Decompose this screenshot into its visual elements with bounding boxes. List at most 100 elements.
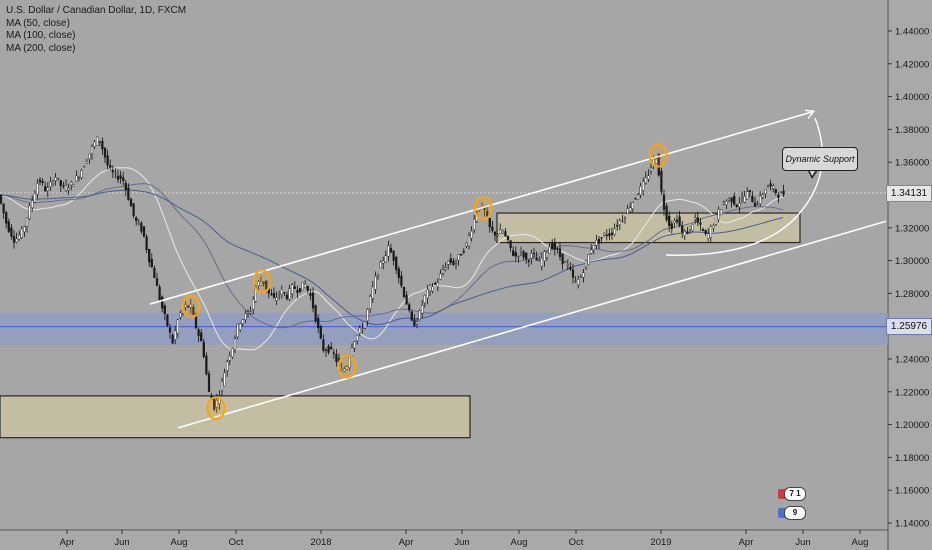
indicator-ma200: MA (200, close): [6, 42, 76, 54]
event-badge-us[interactable]: 9: [784, 506, 806, 520]
candle-body: [584, 260, 588, 268]
candle-body: [764, 189, 767, 194]
pivot-highlight-1: [181, 294, 201, 319]
candle-body: [272, 293, 276, 298]
candle-body: [93, 141, 96, 147]
candle-body: [722, 202, 725, 205]
candle-body: [132, 203, 135, 216]
x-tick-label: Apr: [60, 537, 75, 548]
candle-body: [293, 286, 296, 289]
candle-body: [639, 186, 642, 196]
candle-body: [72, 184, 75, 187]
candle-body: [395, 256, 398, 270]
candle-body: [129, 199, 133, 207]
y-tick-label: 1.24000: [895, 355, 929, 366]
candle-body: [551, 243, 554, 250]
candle-body: [501, 230, 504, 234]
candle-body: [249, 311, 252, 314]
indicator-ma100: MA (100, close): [6, 30, 76, 41]
candle-body: [101, 140, 104, 150]
pivot-highlight-3: [252, 269, 272, 294]
candle-body: [655, 158, 658, 164]
x-tick-label: Jun: [114, 537, 129, 548]
candle-body: [761, 194, 764, 198]
candle-body: [0, 194, 3, 204]
candle-body: [335, 354, 338, 362]
candle-body: [244, 313, 247, 320]
candle-body: [213, 398, 216, 410]
candle-body: [441, 269, 445, 274]
candle-body: [421, 305, 424, 314]
candle-body: [301, 282, 304, 291]
candle-body: [506, 235, 510, 240]
candle-body: [514, 252, 517, 257]
candle-body: [2, 203, 5, 214]
x-tick-label: Jun: [795, 537, 810, 548]
candle-body: [597, 238, 601, 244]
candle-body: [777, 194, 780, 198]
candle-body: [759, 195, 762, 204]
candle-body: [766, 186, 770, 188]
candle-body: [168, 327, 172, 333]
candle-body: [519, 248, 523, 252]
candle-body: [340, 369, 343, 371]
candle-body: [553, 242, 556, 250]
candle-body: [350, 347, 354, 357]
candle-body: [623, 217, 627, 219]
candle-body: [701, 229, 705, 231]
candle-body: [772, 185, 775, 189]
candle-body: [636, 194, 640, 200]
candle-body: [595, 239, 598, 246]
candle-body: [678, 216, 681, 226]
candle-body: [265, 280, 268, 290]
candle-body: [140, 223, 143, 232]
candle-body: [434, 283, 437, 285]
candle-body: [590, 249, 593, 254]
demand-zone-1: [0, 395, 471, 439]
pivot-highlight-4: [337, 354, 357, 379]
ma200-line: [0, 189, 784, 326]
candle-body: [616, 225, 619, 227]
candle-body: [610, 232, 614, 235]
channel-line-1: [149, 110, 815, 305]
candle-body: [46, 187, 49, 191]
candle-body: [275, 297, 278, 301]
candle-body: [51, 181, 55, 184]
candle-body: [158, 286, 161, 301]
candle-body: [564, 261, 567, 263]
candle-body: [155, 278, 159, 286]
candle-body: [343, 368, 346, 372]
candle-body: [605, 234, 608, 237]
candle-body: [324, 349, 328, 352]
x-tick-label: Apr: [739, 537, 754, 548]
event-badge-canada[interactable]: 7 1: [784, 487, 806, 501]
candle-body: [259, 281, 263, 286]
candle-body: [75, 175, 78, 182]
candle-body: [699, 222, 702, 225]
candle-body: [54, 177, 57, 181]
candle-body: [673, 220, 676, 224]
candle-body: [426, 289, 429, 299]
candle-body: [569, 266, 572, 270]
candle-body: [779, 191, 783, 194]
y-tick-label: 1.32000: [895, 223, 929, 234]
candle-body: [400, 275, 403, 286]
candle-body: [44, 186, 47, 192]
candle-body: [314, 305, 317, 322]
candle-body: [738, 203, 741, 207]
candle-body: [363, 321, 367, 329]
current-price-tag: 1.34131: [886, 185, 932, 202]
pivot-highlight-5: [473, 196, 493, 221]
candle-body: [142, 226, 146, 237]
candle-body: [306, 286, 309, 291]
candle-body: [64, 184, 68, 191]
time-axis: [0, 530, 888, 550]
candle-body: [389, 248, 393, 253]
candle-body: [730, 197, 733, 203]
candle-body: [733, 195, 736, 205]
candle-body: [558, 248, 562, 257]
candle-body: [28, 205, 31, 219]
candle-body: [137, 222, 140, 224]
candle-body: [150, 259, 153, 268]
candle-body: [278, 292, 281, 295]
